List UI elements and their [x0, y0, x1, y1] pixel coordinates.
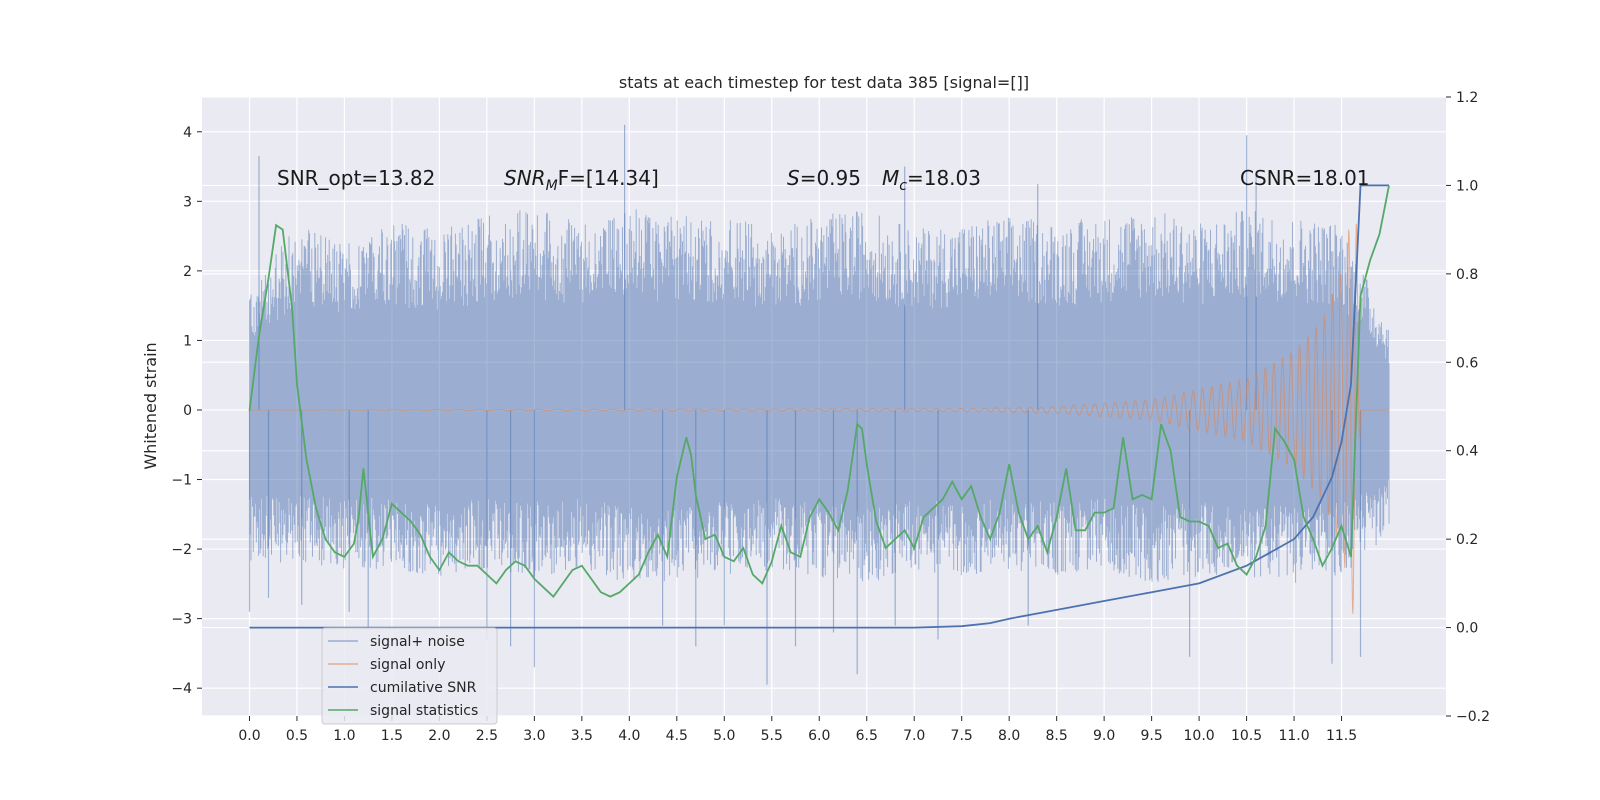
- x-tick-label-13: 6.5: [856, 728, 878, 744]
- annotation-csnr: CSNR=18.01: [1240, 166, 1370, 190]
- y-tick-label-4: 0: [183, 403, 192, 419]
- x-tick-label-0: 0.0: [238, 728, 260, 744]
- y-right-tick-label-3: 0.4: [1456, 444, 1478, 460]
- x-tick-label-21: 10.5: [1231, 728, 1262, 744]
- y-tick-label-0: −4: [171, 681, 192, 697]
- x-tick-label-17: 8.5: [1046, 728, 1068, 744]
- annotation-mc: Mc=18.03: [882, 166, 981, 194]
- annotation-s: S=0.95: [787, 166, 861, 190]
- legend-label-signal-noise: signal+ noise: [370, 634, 465, 650]
- y-tick-label-2: −2: [171, 542, 192, 558]
- y-right-tick-label-4: 0.6: [1456, 355, 1478, 371]
- legend: signal+ noise signal only cumilative SNR…: [321, 627, 498, 725]
- series-signal-statistics: [248, 185, 1390, 598]
- y-tick-label-1: −3: [171, 612, 192, 628]
- x-tick-label-19: 9.5: [1140, 728, 1162, 744]
- x-axis-ticks: 0.0 0.5 1.0 1.5 2.0 2.5 3.0 3.5 4.0 4.5 5.0 5.5 6.0 6…: [238, 716, 1357, 744]
- annotation-snr-mf-value: F=[14.34]: [558, 166, 659, 190]
- y-tick-label-7: 3: [183, 194, 192, 210]
- annotation-snr-mf: SNRMF=[14.34]: [504, 166, 659, 194]
- y-right-tick-label-5: 0.8: [1456, 267, 1478, 283]
- annotation-snr-opt: SNR_opt=13.82: [277, 166, 435, 190]
- annotation-mc-value: =18.03: [907, 166, 981, 190]
- annotation-s-main: S: [787, 166, 800, 190]
- x-tick-label-11: 5.5: [761, 728, 783, 744]
- x-tick-label-9: 4.5: [666, 728, 688, 744]
- y-axis-right-ticks: −0.2 0.0 0.2 0.4 0.6 0.8 1.0 1.2: [1446, 90, 1490, 725]
- x-tick-label-1: 0.5: [286, 728, 308, 744]
- x-tick-label-12: 6.0: [808, 728, 830, 744]
- x-tick-label-7: 3.5: [571, 728, 593, 744]
- y-tick-label-6: 2: [183, 264, 192, 280]
- signal-statistics-line: [248, 185, 1390, 598]
- x-tick-label-6: 3.0: [523, 728, 545, 744]
- annotation-snr-mf-main: SNR: [504, 166, 546, 190]
- y-axis-title: Whitened strain: [141, 342, 160, 469]
- legend-box: [321, 627, 498, 725]
- legend-label-signal-only: signal only: [370, 657, 445, 673]
- y-tick-label-8: 4: [183, 125, 192, 141]
- x-tick-label-2: 1.0: [333, 728, 355, 744]
- legend-label-signal-statistics: signal statistics: [370, 703, 478, 719]
- x-tick-label-20: 10.0: [1184, 728, 1215, 744]
- y-right-tick-label-1: 0.0: [1456, 621, 1478, 637]
- x-tick-label-3: 1.5: [381, 728, 403, 744]
- annotation-snr-mf-sub: M: [546, 178, 558, 194]
- y-right-tick-label-0: −0.2: [1456, 709, 1490, 725]
- x-tick-label-15: 7.5: [951, 728, 973, 744]
- annotation-mc-main: M: [882, 166, 899, 190]
- x-tick-label-22: 11.0: [1278, 728, 1309, 744]
- legend-label-cumulative-snr: cumilative SNR: [370, 680, 477, 696]
- y-right-tick-label-6: 1.0: [1456, 178, 1478, 194]
- y-right-tick-label-2: 0.2: [1456, 532, 1478, 548]
- chart-title: stats at each timestep for test data 385…: [619, 73, 1029, 92]
- x-tick-label-14: 7.0: [903, 728, 925, 744]
- signal-noise-line: [249, 209, 1390, 583]
- y-right-tick-label-7: 1.2: [1456, 90, 1478, 106]
- x-tick-label-5: 2.5: [476, 728, 498, 744]
- x-tick-label-16: 8.0: [998, 728, 1020, 744]
- series-signal-only: [249, 223, 1389, 614]
- series-signal-noise: [248, 124, 1390, 685]
- annotation-mc-sub: c: [899, 178, 907, 194]
- annotation-s-value: =0.95: [800, 166, 861, 190]
- signal-only-line: [249, 223, 1389, 614]
- cumulative-snr-line: [249, 184, 1389, 629]
- series-cumulative-snr: [249, 184, 1389, 629]
- y-tick-label-5: 1: [183, 333, 192, 349]
- y-tick-label-3: −1: [171, 473, 192, 489]
- y-axis-ticks: −4 −3 −2 −1 0 1 2 3 4: [171, 125, 202, 697]
- x-tick-label-4: 2.0: [428, 728, 450, 744]
- x-tick-label-18: 9.0: [1093, 728, 1115, 744]
- x-tick-label-8: 4.0: [618, 728, 640, 744]
- x-tick-label-10: 5.0: [713, 728, 735, 744]
- x-tick-label-23: 11.5: [1326, 728, 1357, 744]
